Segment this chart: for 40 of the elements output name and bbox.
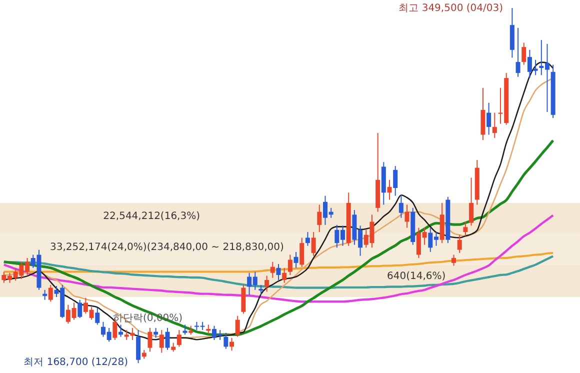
candlestick	[492, 112, 497, 138]
candlestick	[48, 284, 53, 302]
annotation: 최저 168,700 (12/28)	[24, 357, 128, 368]
candlestick	[42, 289, 48, 300]
candlestick	[264, 275, 270, 292]
candlestick	[317, 204, 322, 233]
candlestick	[159, 330, 164, 354]
candlestick	[404, 204, 410, 228]
candlestick	[78, 299, 82, 318]
candlestick	[305, 232, 310, 246]
candlestick	[516, 27, 520, 78]
candlestick	[463, 221, 468, 236]
candlestick	[230, 337, 234, 352]
candlestick	[148, 327, 152, 352]
candlestick	[522, 42, 526, 66]
candlestick	[393, 165, 398, 196]
candlestick	[270, 261, 275, 278]
candlestick	[176, 330, 182, 348]
candlestick	[469, 177, 474, 226]
candlestick	[224, 332, 228, 350]
annotation: 최고 349,500 (04/03)	[398, 3, 504, 14]
band-label: 640(14,6%)	[387, 270, 446, 282]
candlestick	[136, 330, 141, 364]
band-label: 33,252,174(24,0%)(234,840,00 ~ 218,830,00)	[50, 242, 284, 253]
candlestick	[182, 324, 188, 336]
candlestick	[288, 254, 292, 276]
candlestick	[294, 251, 298, 268]
candlestick	[457, 234, 462, 254]
candlestick	[300, 237, 304, 268]
candlestick	[235, 315, 240, 338]
candlestick	[311, 232, 316, 256]
candlestick	[398, 194, 404, 218]
candlestick	[486, 102, 492, 136]
candlestick	[276, 263, 281, 280]
band-label: 22,544,212(16,3%)	[103, 211, 200, 222]
candlestick	[387, 179, 392, 200]
candlestick	[95, 308, 100, 326]
candlestick	[452, 254, 456, 266]
candlestick	[165, 327, 170, 350]
candlestick	[282, 267, 287, 284]
